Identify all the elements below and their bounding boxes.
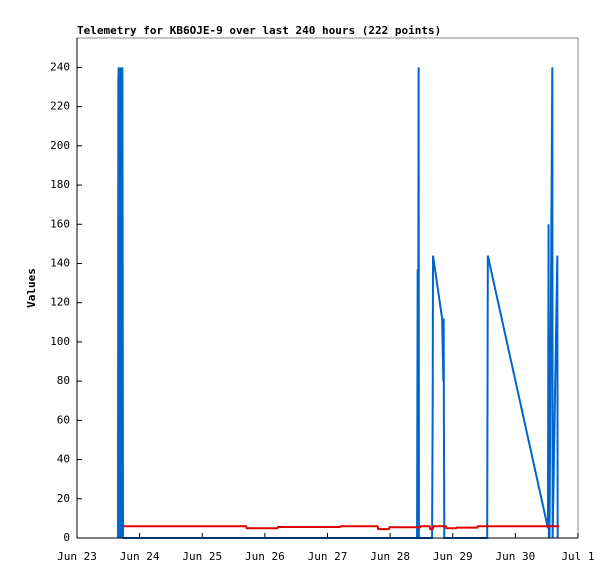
y-tick-label: 60 — [57, 413, 70, 426]
y-tick-label: 200 — [50, 139, 70, 152]
data-line — [123, 525, 560, 531]
x-tick-label: Jun 25 — [182, 550, 222, 563]
x-tick-label: Jun 28 — [370, 550, 410, 563]
x-tick-label: Jun 24 — [120, 550, 160, 563]
plot-frame — [76, 37, 579, 539]
y-tick-label: 120 — [50, 296, 70, 309]
chart-title: Telemetry for KB6OJE-9 over last 240 hou… — [77, 24, 441, 37]
y-tick-label: 140 — [50, 256, 70, 269]
y-tick-label: 180 — [50, 178, 70, 191]
x-tick-label: Jun 30 — [496, 550, 536, 563]
y-tick-label: 0 — [63, 531, 70, 544]
y-tick-label: 100 — [50, 335, 70, 348]
x-tick-label: Jun 27 — [308, 550, 348, 563]
y-tick-label: 40 — [57, 453, 70, 466]
x-tick-label: Jun 26 — [245, 550, 285, 563]
x-tick-label: Jul 1 — [561, 550, 594, 563]
y-tick-label: 20 — [57, 492, 70, 505]
y-tick-label: 160 — [50, 217, 70, 230]
x-tick-label: Jun 29 — [433, 550, 473, 563]
y-tick-label: 80 — [57, 374, 70, 387]
y-axis-label: Values — [25, 268, 38, 308]
y-tick-label: 220 — [50, 100, 70, 113]
y-tick-label: 240 — [50, 60, 70, 73]
data-line — [117, 67, 559, 539]
x-tick-label: Jun 23 — [57, 550, 97, 563]
